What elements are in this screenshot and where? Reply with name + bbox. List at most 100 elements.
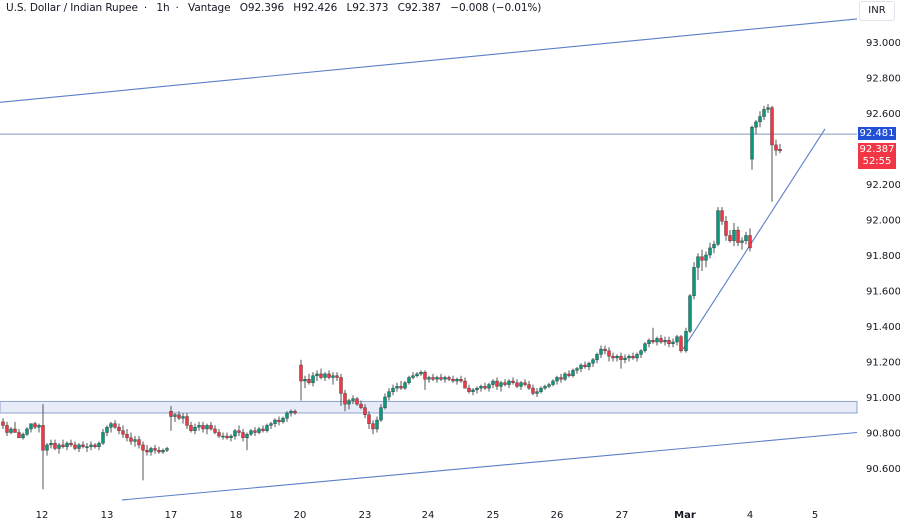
ohlc-change: −0.008 (−0.01%) <box>450 2 542 14</box>
candle-body <box>197 425 201 428</box>
candle-body <box>339 377 343 394</box>
candle-body <box>265 425 269 431</box>
candle-body <box>583 364 587 368</box>
candle-body <box>347 400 351 405</box>
ohlc-close: C92.387 <box>397 2 441 14</box>
candle-body <box>603 348 607 352</box>
upper-channel-trendline[interactable] <box>0 18 858 103</box>
candle-body <box>483 386 487 389</box>
time-axis-label: 5 <box>812 510 818 521</box>
currency-button[interactable]: INR <box>859 1 895 21</box>
candle-body <box>543 386 547 389</box>
candle-body <box>33 423 37 428</box>
candle-body <box>375 419 379 430</box>
time-axis-label: 25 <box>487 510 500 521</box>
candle-body <box>181 416 185 419</box>
candle-body <box>327 373 331 378</box>
candle-body <box>237 430 241 433</box>
lower-channel-trendline[interactable] <box>121 431 858 501</box>
candle-body <box>463 380 467 389</box>
candle-body <box>97 442 101 447</box>
candle-body <box>257 428 261 433</box>
candle-body <box>293 411 297 414</box>
candle-body <box>161 450 165 453</box>
price-axis-label: 90.800 <box>866 429 900 440</box>
candle-body <box>623 357 627 360</box>
broker: Vantage <box>188 2 231 14</box>
candle-body <box>109 423 113 428</box>
candle-body <box>53 442 57 449</box>
price-axis-label: 91.600 <box>866 287 900 298</box>
time-axis-label: 27 <box>616 510 629 521</box>
rising-support-trendline[interactable] <box>682 128 826 350</box>
candle-body <box>407 377 411 384</box>
candle-body <box>117 426 121 431</box>
candle-body <box>153 448 157 451</box>
candle-body <box>205 425 209 430</box>
candle-body <box>311 375 315 384</box>
candle-body <box>269 423 273 426</box>
candle-body <box>145 450 149 453</box>
candle-body <box>229 435 233 439</box>
support-zone[interactable] <box>0 400 858 414</box>
candle-body <box>716 210 720 245</box>
candle-body <box>395 386 399 389</box>
price-axis-label: 91.200 <box>866 358 900 369</box>
candle-body <box>631 355 635 359</box>
candle-body <box>455 379 459 382</box>
interval[interactable]: 1h <box>156 2 170 14</box>
candle-body <box>101 432 105 444</box>
candle-body <box>700 256 704 261</box>
price-axis[interactable]: 93.000 92.800 92.600 92.200 92.000 91.800 91.6… <box>866 38 900 475</box>
candle-body <box>165 448 169 451</box>
candle-body <box>289 411 293 414</box>
ohlc-open: O92.396 <box>239 2 285 14</box>
candle-body <box>491 380 495 385</box>
separator: · <box>143 2 148 14</box>
candle-body <box>41 425 45 451</box>
candle-body <box>411 375 415 378</box>
candle-body <box>65 442 69 447</box>
candle-body <box>447 377 451 380</box>
time-axis-label: 24 <box>422 510 435 521</box>
candle-body <box>479 386 483 389</box>
candle-body <box>331 375 335 378</box>
candle-body <box>113 423 117 428</box>
candle-body <box>61 444 65 447</box>
price-axis-label: 91.000 <box>866 393 900 404</box>
candle-body <box>371 423 375 430</box>
candle-body <box>555 377 559 382</box>
candle-body <box>319 373 323 378</box>
candle-body <box>233 430 237 437</box>
candle-body <box>778 149 782 152</box>
candle-body <box>315 373 319 376</box>
candle-body <box>635 354 639 359</box>
candle-body <box>675 336 679 343</box>
candle-body <box>611 355 615 359</box>
candle-body <box>607 350 611 357</box>
candle-body <box>303 379 307 382</box>
candle-body <box>732 229 736 241</box>
candle-body <box>9 428 13 433</box>
symbol-name[interactable]: U.S. Dollar / Indian Rupee <box>6 2 138 14</box>
candle-body <box>57 444 61 449</box>
candle-body <box>647 340 651 344</box>
candle-body <box>643 343 647 352</box>
candle-body <box>655 338 659 343</box>
candle-body <box>523 382 527 385</box>
candle-body <box>5 425 9 433</box>
candle-body <box>708 247 712 256</box>
candle-body <box>495 380 499 387</box>
candle-body <box>367 414 371 424</box>
trendlines[interactable] <box>0 18 858 501</box>
candle-body <box>21 434 25 439</box>
candle-body <box>519 382 523 387</box>
time-axis[interactable]: 12 13 17 18 20 23 24 25 26 27 Mar 4 5 <box>36 510 819 521</box>
price-axis-label: 92.800 <box>866 74 900 85</box>
candle-body <box>671 341 675 344</box>
candle-body <box>551 380 555 385</box>
candle-body <box>241 432 245 439</box>
candle-body <box>571 370 575 376</box>
price-axis-label: 91.800 <box>866 251 900 262</box>
